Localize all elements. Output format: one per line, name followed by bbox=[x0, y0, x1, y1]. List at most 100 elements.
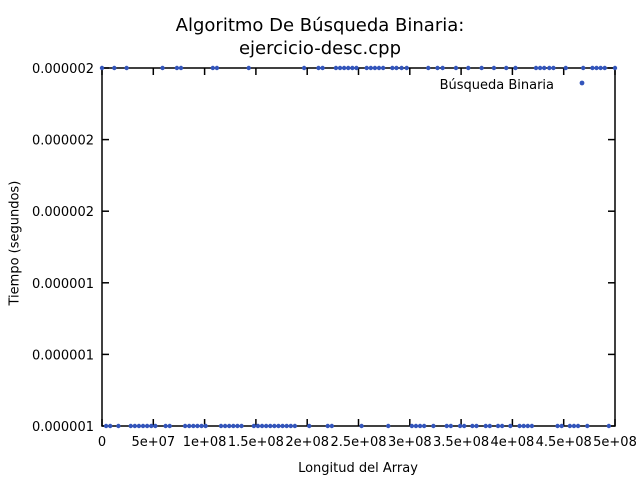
x-tick-label: 2.5e+08 bbox=[330, 435, 386, 450]
chart-title-line-1: Algoritmo De Búsqueda Binaria: bbox=[175, 15, 465, 36]
scatter-point bbox=[144, 423, 150, 429]
scatter-point bbox=[386, 423, 391, 429]
x-tick-label: 4e+08 bbox=[491, 435, 535, 450]
y-tick-label: 0.000002 bbox=[32, 205, 94, 220]
scatter-point bbox=[551, 65, 556, 71]
scatter-point bbox=[255, 423, 261, 429]
scatter-point bbox=[517, 423, 522, 429]
scatter-point bbox=[575, 423, 581, 429]
scatter-point bbox=[329, 423, 335, 429]
scatter-point bbox=[195, 423, 200, 429]
scatter-point bbox=[612, 65, 618, 71]
scatter-point bbox=[598, 65, 603, 71]
y-tick-label: 0.000002 bbox=[32, 134, 94, 149]
scatter-point bbox=[227, 423, 232, 429]
scatter-point bbox=[495, 423, 501, 429]
x-tick-label: 1e+08 bbox=[183, 435, 227, 450]
scatter-point bbox=[124, 65, 129, 71]
scatter-point bbox=[320, 65, 325, 71]
scatter-point bbox=[259, 423, 265, 429]
scatter-point bbox=[491, 65, 497, 71]
scatter-point bbox=[191, 423, 196, 429]
scatter-point bbox=[440, 65, 445, 71]
scatter-point bbox=[404, 65, 409, 71]
scatter-point bbox=[128, 423, 133, 429]
y-tick-label: 0.000001 bbox=[32, 348, 94, 363]
scatter-point bbox=[461, 423, 467, 429]
scatter-point bbox=[199, 423, 204, 429]
scatter-point bbox=[359, 423, 364, 429]
scatter-point bbox=[132, 423, 138, 429]
scatter-point bbox=[525, 423, 530, 429]
scatter-point bbox=[167, 423, 172, 429]
scatter-point bbox=[333, 65, 339, 71]
y-tick-label: 0.000002 bbox=[32, 62, 94, 77]
scatter-point bbox=[346, 65, 351, 71]
scatter-point bbox=[263, 423, 269, 429]
plot-area-frame bbox=[101, 67, 616, 427]
scatter-point bbox=[394, 65, 399, 71]
scatter-point bbox=[354, 65, 359, 71]
scatter-point bbox=[251, 423, 257, 429]
scatter-point bbox=[368, 65, 374, 71]
scatter-point bbox=[390, 65, 395, 71]
scatter-point bbox=[350, 65, 355, 71]
scatter-point bbox=[203, 423, 208, 429]
scatter-point bbox=[376, 65, 382, 71]
x-axis-label: Longitud del Array bbox=[298, 461, 418, 476]
scatter-point bbox=[231, 423, 236, 429]
scatter-point bbox=[364, 65, 369, 71]
scatter-point bbox=[448, 423, 454, 429]
scatter-point bbox=[555, 423, 560, 429]
scatter-point bbox=[182, 423, 188, 429]
chart-title-line-2: ejercicio-desc.cpp bbox=[238, 38, 402, 59]
scatter-point bbox=[292, 423, 298, 429]
scatter-point bbox=[513, 65, 518, 71]
scatter-point bbox=[606, 423, 612, 429]
scatter-point bbox=[504, 65, 509, 71]
x-tick-label: 3e+08 bbox=[388, 435, 432, 450]
scatter-point bbox=[99, 65, 105, 71]
scatter-point bbox=[479, 65, 484, 71]
x-tick-label: 5e+07 bbox=[131, 435, 175, 450]
y-axis-ticks: 0.000001 0.000001 0.000001 0.000002 0.000002… bbox=[32, 62, 615, 435]
scatter-point bbox=[174, 65, 180, 71]
scatter-point bbox=[499, 423, 505, 429]
scatter-point bbox=[426, 65, 431, 71]
scatter-point bbox=[421, 423, 427, 429]
scatter-point bbox=[563, 65, 568, 71]
y-axis-label: Tiempo (segundos) bbox=[7, 180, 23, 306]
scatter-point bbox=[136, 423, 142, 429]
scatter-point bbox=[316, 65, 321, 71]
scatter-point bbox=[210, 65, 216, 71]
scatter-point bbox=[149, 423, 154, 429]
scatter-point bbox=[521, 423, 526, 429]
x-tick-label: 0 bbox=[98, 435, 106, 450]
scatter-point bbox=[140, 423, 146, 429]
scatter-point bbox=[187, 423, 192, 429]
data-points bbox=[99, 65, 618, 429]
scatter-point bbox=[372, 65, 378, 71]
scatter-point bbox=[268, 423, 273, 429]
scatter-point bbox=[590, 65, 595, 71]
scatter-point bbox=[103, 423, 109, 429]
scatter-point bbox=[239, 423, 244, 429]
legend-marker bbox=[579, 80, 585, 86]
scatter-point bbox=[325, 423, 330, 429]
scatter-point bbox=[508, 423, 513, 429]
scatter-point bbox=[594, 65, 599, 71]
scatter-point bbox=[246, 65, 251, 71]
scatter-point bbox=[542, 65, 547, 71]
x-tick-label: 5e+08 bbox=[593, 435, 637, 450]
scatter-point bbox=[533, 65, 539, 71]
scatter-point bbox=[307, 423, 312, 429]
scatter-point bbox=[280, 423, 285, 429]
scatter-point bbox=[288, 423, 293, 429]
scatter-point bbox=[483, 423, 488, 429]
scatter-point bbox=[567, 423, 573, 429]
scatter-point bbox=[435, 65, 440, 71]
scatter-point bbox=[272, 423, 277, 429]
scatter-point bbox=[399, 65, 404, 71]
scatter-point bbox=[235, 423, 240, 429]
